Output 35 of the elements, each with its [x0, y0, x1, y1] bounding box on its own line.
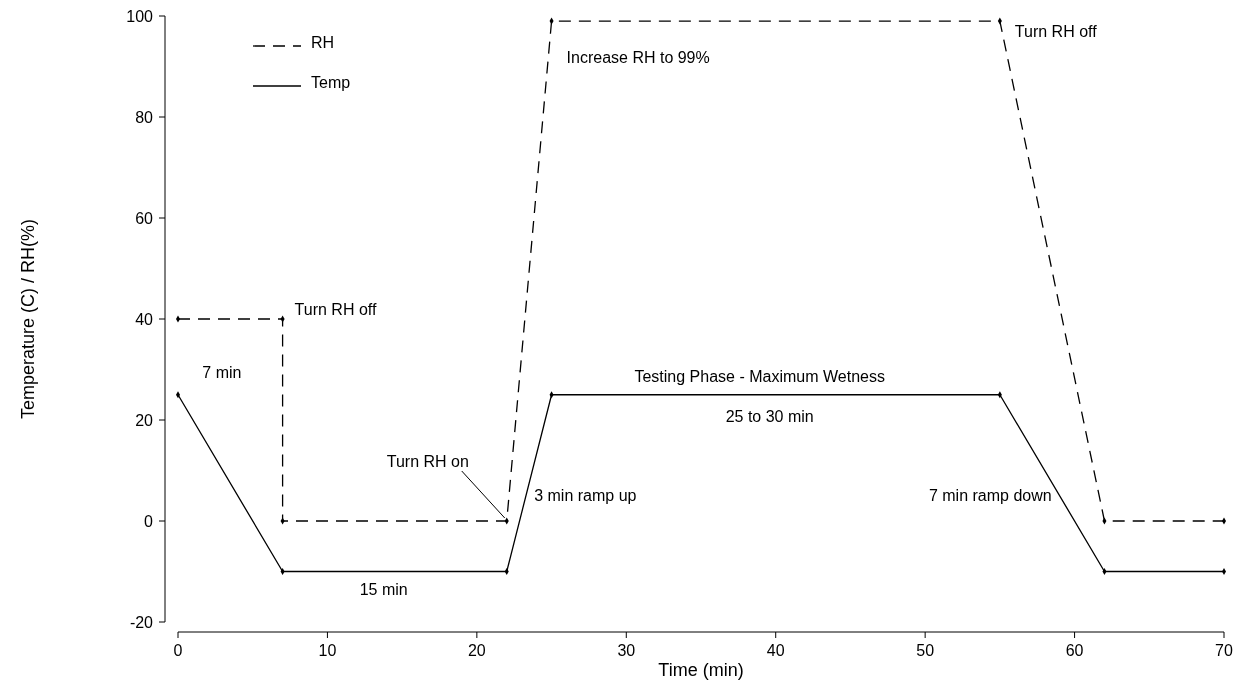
y-tick-label: -20: [129, 613, 154, 631]
point: [280, 568, 285, 575]
x-tick-label: 20: [467, 642, 486, 659]
y-tick-label: 60: [135, 209, 154, 227]
annotation: 7 min ramp down: [928, 487, 1052, 505]
point: [175, 391, 181, 399]
x-tick-label: 10: [318, 642, 337, 659]
point: [175, 315, 181, 323]
annotation: Increase RH to 99%: [566, 48, 710, 66]
annotation: Turn RH off: [294, 300, 377, 318]
annotation: 7 min: [202, 363, 242, 381]
y-tick-label: 80: [135, 108, 154, 126]
annotation: 15 min: [359, 581, 408, 599]
point: [1221, 517, 1227, 525]
y-tick-label: 40: [135, 310, 154, 328]
x-tick-label: 70: [1215, 642, 1233, 659]
x-axis-title: Time (min): [658, 660, 744, 680]
x-tick-label: 0: [173, 642, 183, 659]
x-tick-label: 30: [617, 642, 636, 659]
x-tick-label: 60: [1065, 642, 1084, 659]
y-tick-label: 100: [126, 7, 154, 25]
annotation: 3 min ramp up: [534, 487, 637, 505]
legend-label: RH: [311, 33, 335, 51]
annotation: Turn RH on: [386, 452, 469, 470]
x-tick-label: 40: [766, 642, 785, 659]
point: [1102, 568, 1107, 575]
point: [504, 568, 509, 575]
y-tick-label: 20: [135, 411, 154, 429]
annotation: Testing Phase - Maximum Wetness: [634, 368, 885, 386]
annotation: Turn RH off: [1014, 22, 1098, 40]
y-tick-label: 0: [144, 512, 154, 530]
annotation: 25 to 30 min: [725, 408, 814, 426]
legend-label: Temp: [311, 73, 351, 91]
x-tick-label: 50: [916, 642, 935, 659]
y-axis-title: Temperature (C) / RH(%): [18, 218, 38, 420]
